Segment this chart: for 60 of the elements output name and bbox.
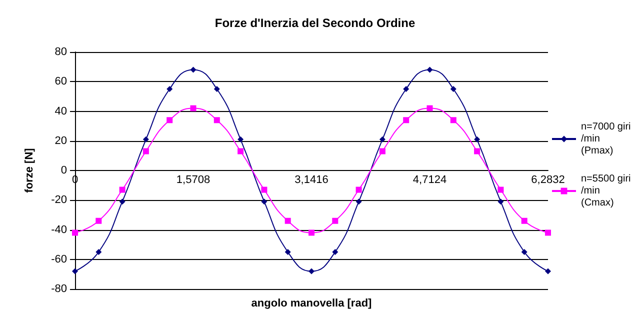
x-tick-label: 6,2832: [531, 174, 565, 186]
y-tick-label: 40: [54, 105, 67, 118]
point: [214, 117, 220, 124]
point: [96, 248, 102, 255]
point: [379, 148, 386, 154]
point: [190, 66, 196, 73]
point: [403, 117, 410, 124]
point: [261, 198, 268, 205]
point: [356, 198, 362, 205]
point: [261, 186, 268, 193]
x-tick-label: 4,7124: [412, 174, 447, 186]
point: [498, 198, 504, 205]
point: [238, 148, 244, 154]
point: [119, 186, 126, 193]
point: [521, 218, 528, 224]
point: [545, 230, 551, 236]
point: [284, 248, 291, 255]
y-tick-label: 80: [54, 46, 67, 58]
point: [166, 117, 173, 124]
point: [72, 268, 78, 274]
point: [450, 117, 456, 124]
point: [332, 218, 338, 224]
point: [238, 136, 244, 142]
x-axis-title: angolo manovella [rad]: [251, 298, 372, 310]
x-tick-label: 1,5708: [176, 174, 210, 186]
point: [284, 218, 291, 224]
point: [356, 186, 362, 193]
point: [308, 268, 314, 274]
x-tick-label: 3,1416: [294, 174, 328, 186]
point: [142, 148, 149, 154]
point: [332, 248, 338, 255]
point: [166, 86, 173, 92]
y-tick-label: 0: [60, 164, 67, 176]
point: [545, 268, 551, 274]
point: [521, 248, 528, 255]
point: [426, 105, 433, 112]
point: [426, 66, 433, 73]
legend-label: n=5500 giri/min (Cmax): [581, 174, 631, 208]
point: [379, 136, 386, 142]
point: [403, 86, 410, 92]
point: [96, 218, 102, 224]
point: [474, 136, 480, 142]
legend-label: n=7000 giri/min (Pmax): [581, 122, 631, 156]
y-tick-label: 60: [54, 76, 67, 88]
point: [142, 136, 149, 142]
y-tick-label: 20: [54, 134, 67, 147]
point: [498, 186, 504, 193]
y-tick-label: -40: [51, 224, 67, 236]
point: [474, 148, 480, 154]
point: [119, 198, 126, 205]
point: [450, 86, 456, 92]
y-tick-label: -20: [51, 194, 67, 206]
y-tick-label: -60: [51, 253, 67, 266]
y-axis-title: forze [N]: [24, 148, 36, 193]
point: [214, 86, 220, 92]
point: [72, 230, 78, 236]
y-tick-label: -80: [51, 283, 67, 295]
point: [308, 230, 314, 236]
point: [190, 105, 196, 112]
chart-title: Forze d'Inerzia del Secondo Ordine: [214, 16, 416, 30]
